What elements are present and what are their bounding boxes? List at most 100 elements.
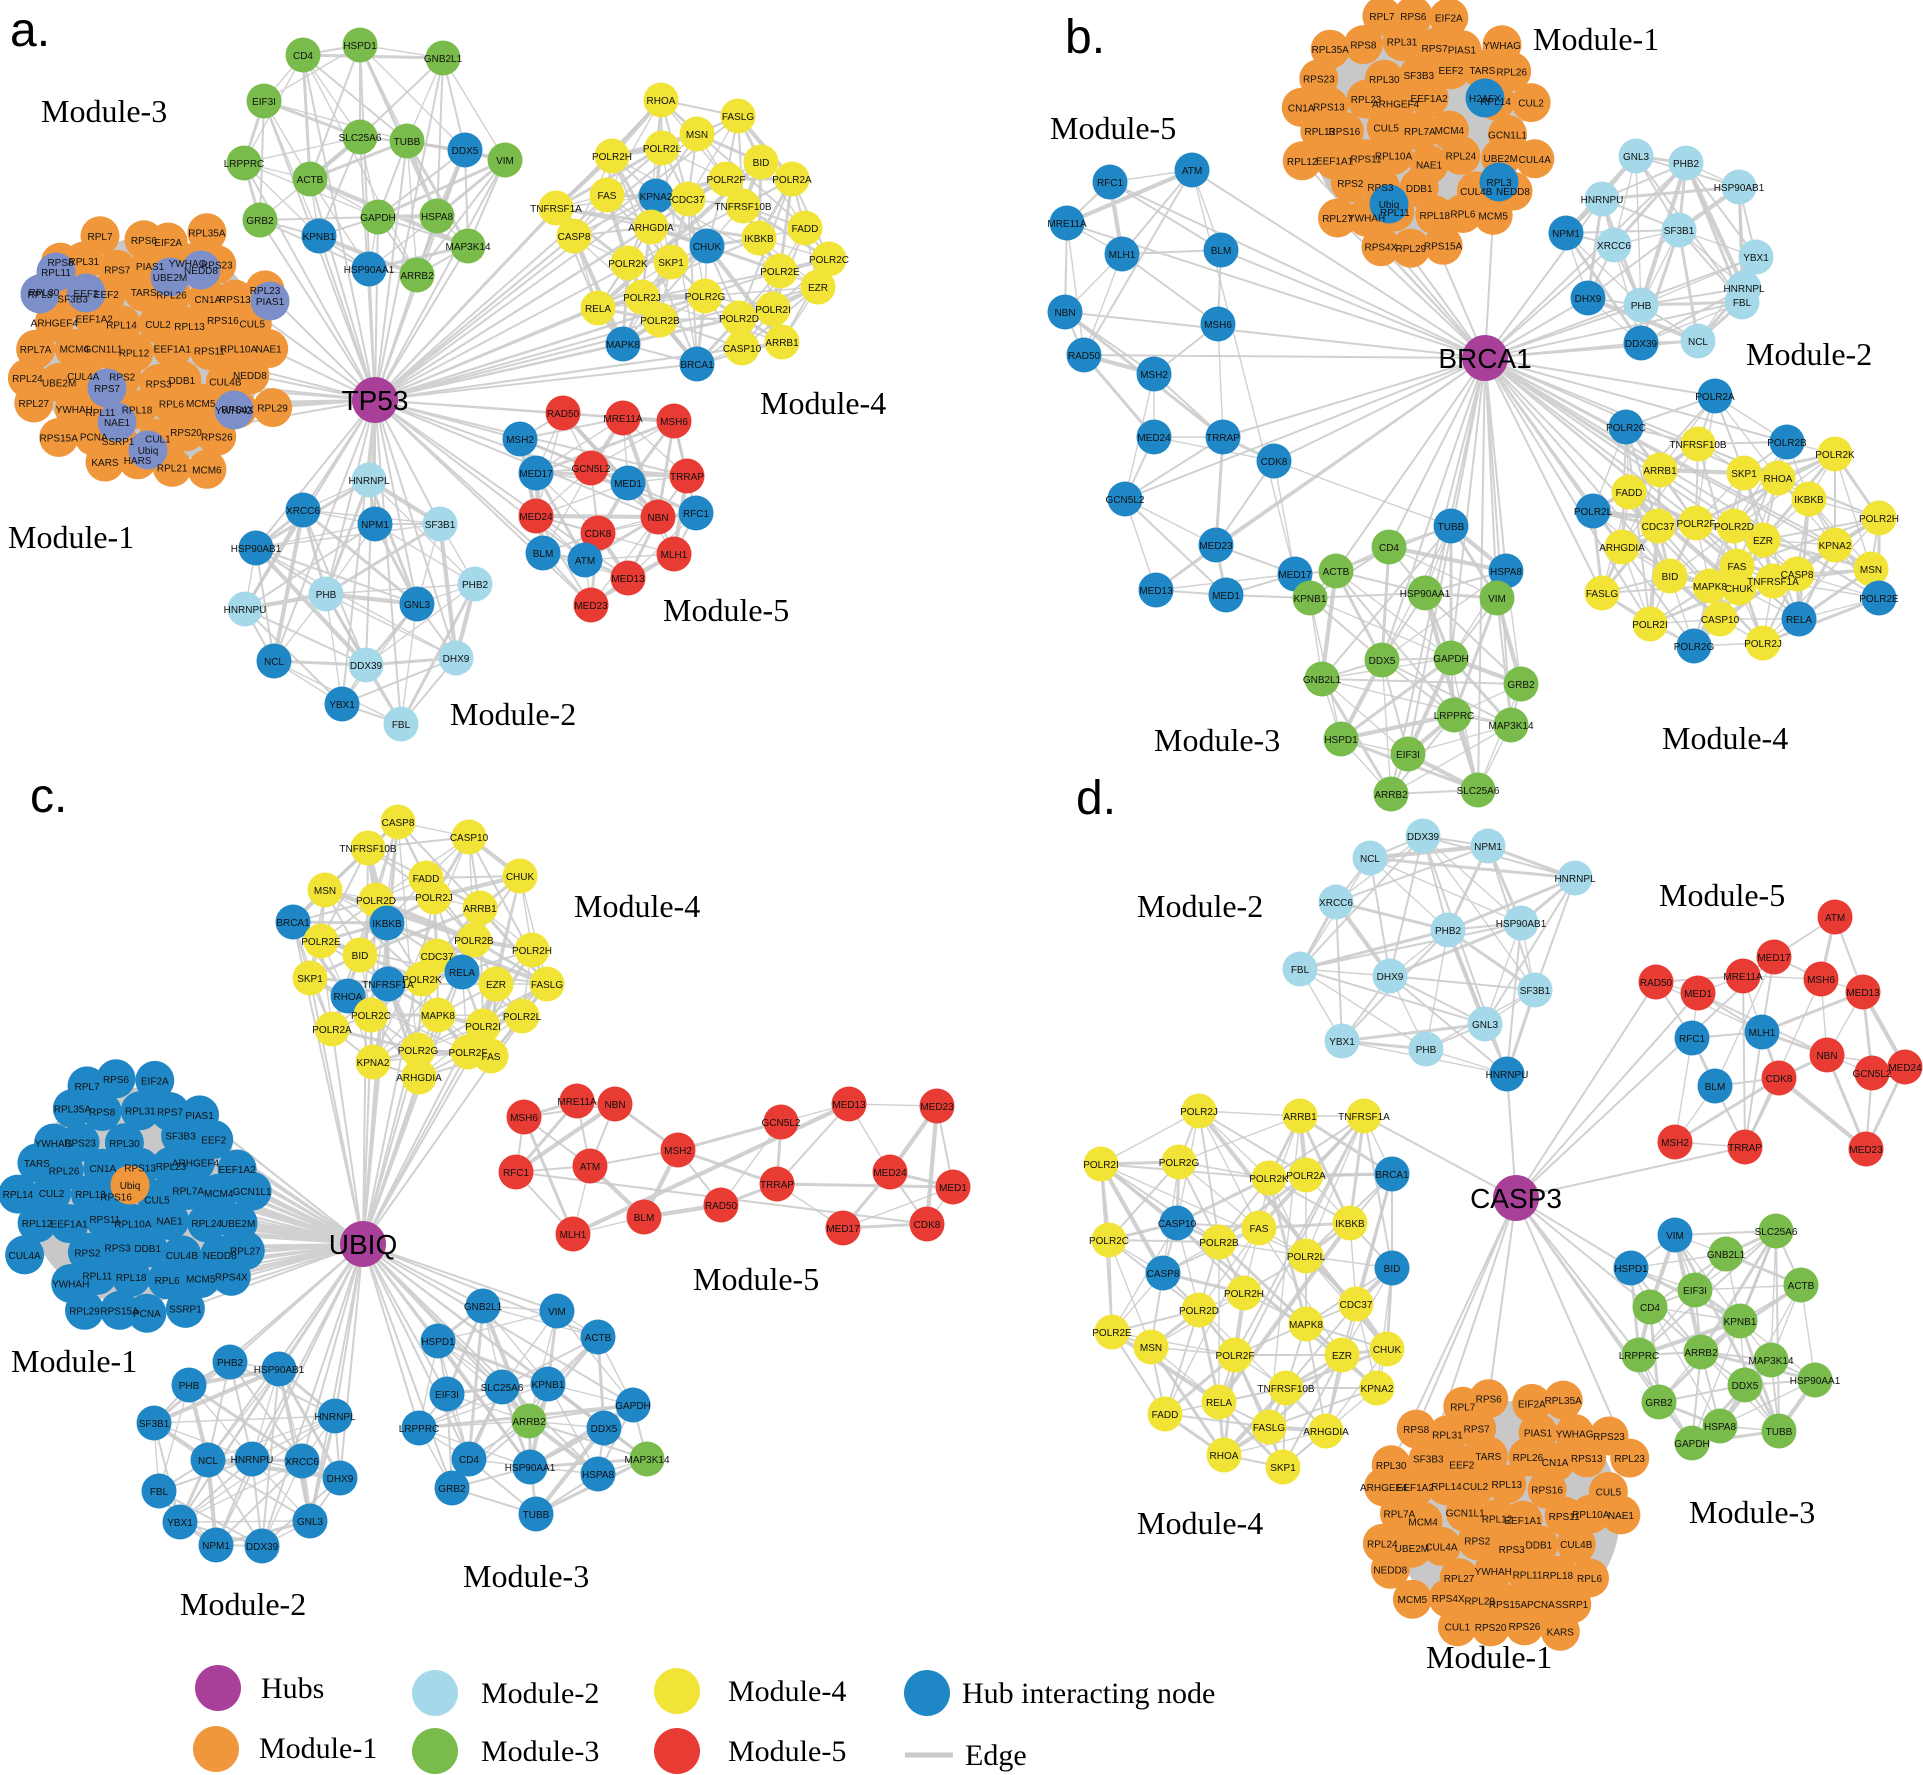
svg-text:GCN5L2: GCN5L2 bbox=[1106, 495, 1145, 506]
svg-text:FASLG: FASLG bbox=[1586, 589, 1618, 600]
svg-text:RPL27: RPL27 bbox=[1322, 214, 1353, 225]
svg-text:RHOA: RHOA bbox=[334, 992, 363, 1003]
svg-text:RPL14: RPL14 bbox=[1480, 97, 1511, 108]
svg-text:Module-4: Module-4 bbox=[1137, 1505, 1263, 1541]
svg-text:RAD50: RAD50 bbox=[547, 409, 580, 420]
svg-text:CUL5: CUL5 bbox=[240, 320, 266, 331]
svg-text:POLR2B: POLR2B bbox=[1199, 1238, 1239, 1249]
svg-text:RPS11: RPS11 bbox=[89, 1215, 120, 1226]
svg-text:CHUK: CHUK bbox=[693, 242, 722, 253]
svg-text:TARS: TARS bbox=[1475, 1452, 1501, 1463]
svg-text:Module-4: Module-4 bbox=[1662, 720, 1788, 756]
svg-text:RPS26: RPS26 bbox=[201, 432, 233, 443]
svg-text:FADD: FADD bbox=[792, 224, 819, 235]
svg-text:POLR2G: POLR2G bbox=[398, 1046, 439, 1057]
svg-text:RPL23: RPL23 bbox=[1351, 95, 1382, 106]
svg-text:Module-3: Module-3 bbox=[41, 93, 167, 129]
svg-text:MCM5: MCM5 bbox=[186, 399, 216, 410]
svg-text:GNL3: GNL3 bbox=[1623, 152, 1650, 163]
svg-text:HSP90AA1: HSP90AA1 bbox=[505, 1463, 556, 1474]
svg-text:TRRAP: TRRAP bbox=[760, 1180, 794, 1191]
svg-text:RPS7: RPS7 bbox=[104, 265, 131, 276]
svg-text:YBX1: YBX1 bbox=[167, 1518, 193, 1529]
svg-text:HSPD1: HSPD1 bbox=[1614, 1264, 1648, 1275]
svg-text:EEF1A2: EEF1A2 bbox=[218, 1165, 256, 1176]
svg-text:YWHAG: YWHAG bbox=[35, 1139, 73, 1150]
svg-text:NCL: NCL bbox=[198, 1456, 218, 1467]
svg-text:ATM: ATM bbox=[575, 556, 595, 567]
svg-text:PHB2: PHB2 bbox=[462, 580, 489, 591]
svg-text:POLR2B: POLR2B bbox=[1767, 438, 1807, 449]
svg-text:POLR2C: POLR2C bbox=[1606, 423, 1646, 434]
svg-text:GNB2L1: GNB2L1 bbox=[1303, 675, 1342, 686]
svg-text:ARHGEF4: ARHGEF4 bbox=[1360, 1483, 1408, 1494]
svg-text:POLR2I: POLR2I bbox=[465, 1022, 501, 1033]
svg-text:RPS2: RPS2 bbox=[1464, 1537, 1491, 1548]
svg-text:RPL12: RPL12 bbox=[1287, 157, 1318, 168]
svg-text:LRPPRC: LRPPRC bbox=[1619, 1351, 1660, 1362]
svg-text:RPL10A: RPL10A bbox=[1572, 1510, 1610, 1521]
svg-text:RPL26: RPL26 bbox=[156, 291, 187, 302]
svg-text:FASLG: FASLG bbox=[1253, 1423, 1285, 1434]
svg-text:RPS6: RPS6 bbox=[131, 236, 158, 247]
svg-text:DDX39: DDX39 bbox=[246, 1542, 279, 1553]
svg-text:HSP90AA1: HSP90AA1 bbox=[1790, 1376, 1841, 1387]
svg-text:POLR2F: POLR2F bbox=[449, 1048, 488, 1059]
svg-text:MAPK8: MAPK8 bbox=[421, 1011, 455, 1022]
svg-text:CUL4B: CUL4B bbox=[209, 378, 242, 389]
svg-text:DHX9: DHX9 bbox=[443, 654, 470, 665]
svg-text:MAPK8: MAPK8 bbox=[606, 340, 640, 351]
svg-text:CUL4B: CUL4B bbox=[1460, 187, 1493, 198]
svg-text:RPS16: RPS16 bbox=[207, 316, 239, 327]
svg-text:VIM: VIM bbox=[496, 156, 514, 167]
svg-text:XRCC6: XRCC6 bbox=[285, 1457, 319, 1468]
svg-text:NAE1: NAE1 bbox=[256, 345, 283, 356]
svg-text:RPL31: RPL31 bbox=[125, 1107, 156, 1118]
svg-text:EZR: EZR bbox=[1332, 1351, 1352, 1362]
svg-text:CUL2: CUL2 bbox=[1518, 99, 1544, 110]
svg-text:POLR2I: POLR2I bbox=[1632, 620, 1668, 631]
svg-text:EZR: EZR bbox=[808, 283, 828, 294]
svg-text:d.: d. bbox=[1076, 772, 1116, 825]
svg-text:SKP1: SKP1 bbox=[1270, 1463, 1296, 1474]
svg-text:NAE1: NAE1 bbox=[157, 1217, 184, 1228]
svg-text:GCN5L2: GCN5L2 bbox=[762, 1118, 801, 1129]
svg-text:EEF1A1: EEF1A1 bbox=[1316, 156, 1354, 167]
svg-text:MED23: MED23 bbox=[920, 1102, 954, 1113]
svg-text:POLR2J: POLR2J bbox=[1744, 639, 1782, 650]
svg-text:GAPDH: GAPDH bbox=[360, 213, 396, 224]
svg-text:FAS: FAS bbox=[598, 191, 617, 202]
svg-text:NAE1: NAE1 bbox=[104, 418, 131, 429]
svg-text:DDB1: DDB1 bbox=[134, 1244, 161, 1255]
svg-text:MED17: MED17 bbox=[826, 1224, 860, 1235]
svg-text:HSPA8: HSPA8 bbox=[421, 212, 453, 223]
svg-text:GAPDH: GAPDH bbox=[1433, 654, 1469, 665]
svg-text:KPNA2: KPNA2 bbox=[1361, 1384, 1394, 1395]
svg-text:RPL6: RPL6 bbox=[1450, 210, 1475, 221]
svg-text:EZR: EZR bbox=[486, 980, 506, 991]
svg-text:FAS: FAS bbox=[482, 1052, 501, 1063]
svg-text:MED1: MED1 bbox=[1212, 591, 1240, 602]
svg-text:SF3B1: SF3B1 bbox=[1520, 986, 1551, 997]
svg-text:MLH1: MLH1 bbox=[560, 1230, 587, 1241]
svg-text:BLM: BLM bbox=[533, 549, 554, 560]
svg-text:Module-1: Module-1 bbox=[1533, 21, 1659, 57]
svg-text:ARHGEF4: ARHGEF4 bbox=[1372, 99, 1420, 110]
svg-text:c.: c. bbox=[30, 770, 67, 823]
svg-text:EIF2A: EIF2A bbox=[1435, 14, 1463, 25]
svg-text:IKBKB: IKBKB bbox=[744, 234, 774, 245]
svg-text:RPL27: RPL27 bbox=[1444, 1574, 1475, 1585]
svg-text:RAD50: RAD50 bbox=[1068, 351, 1101, 362]
svg-text:RPS16: RPS16 bbox=[100, 1193, 132, 1204]
svg-text:HSP90AB1: HSP90AB1 bbox=[1714, 183, 1765, 194]
svg-text:RAD50: RAD50 bbox=[705, 1201, 738, 1212]
svg-text:UBE2M: UBE2M bbox=[1395, 1544, 1429, 1555]
svg-text:ACTB: ACTB bbox=[297, 175, 324, 186]
svg-text:PIAS1: PIAS1 bbox=[136, 262, 165, 273]
svg-text:GCN1L1: GCN1L1 bbox=[1446, 1508, 1485, 1519]
svg-text:RELA: RELA bbox=[1206, 1398, 1232, 1409]
svg-text:MED24: MED24 bbox=[519, 512, 553, 523]
svg-text:MAP3K14: MAP3K14 bbox=[624, 1455, 669, 1466]
svg-text:RPL7: RPL7 bbox=[74, 1082, 99, 1093]
svg-text:EEF2: EEF2 bbox=[94, 290, 119, 301]
